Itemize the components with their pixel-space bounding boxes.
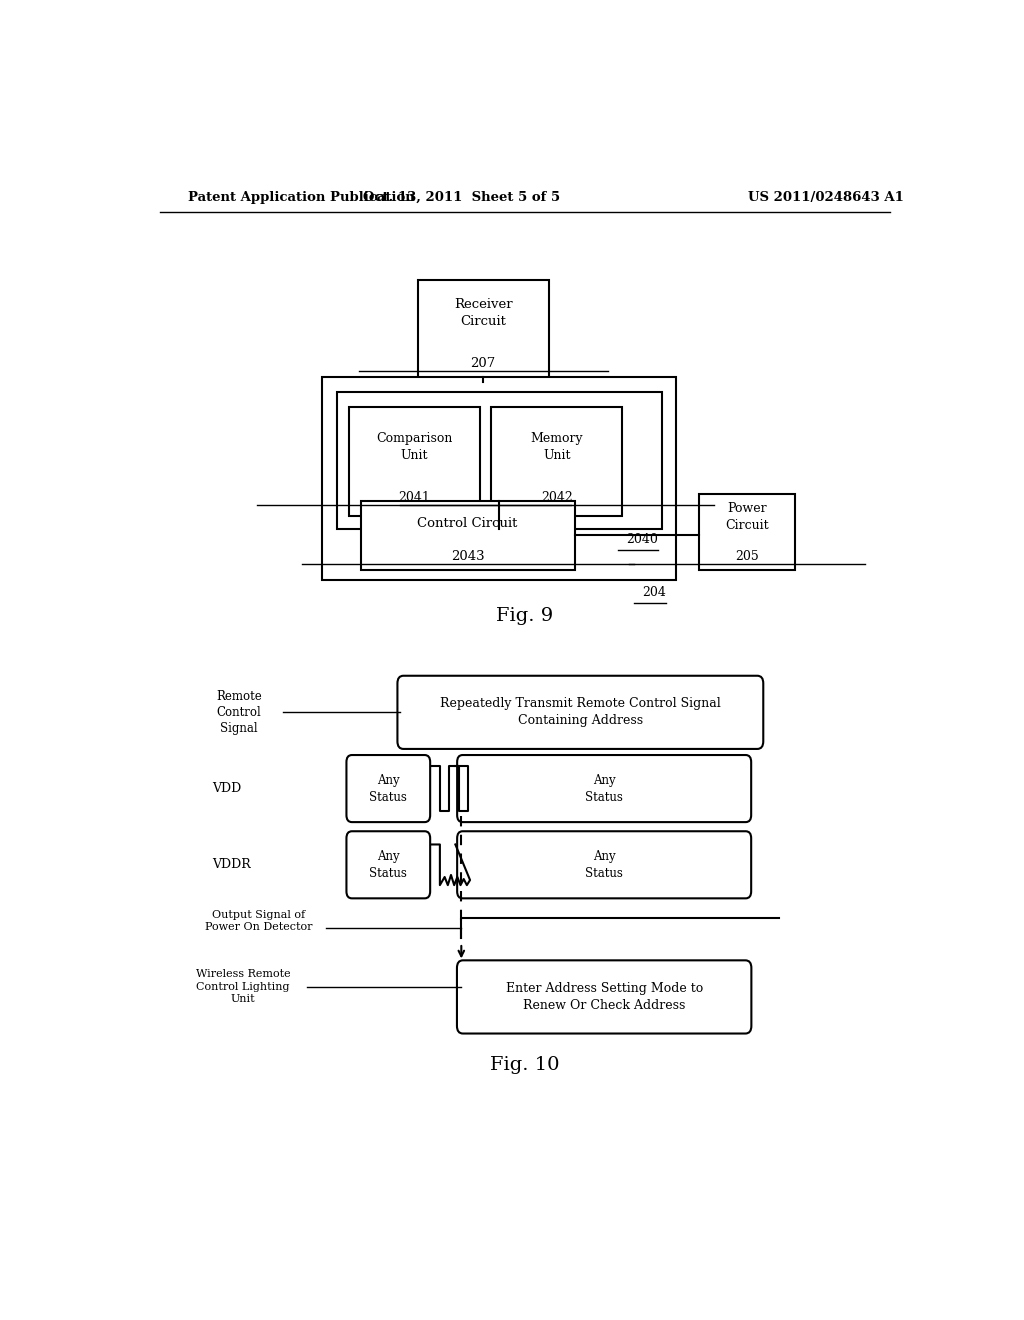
FancyBboxPatch shape: [397, 676, 763, 748]
Text: Patent Application Publication: Patent Application Publication: [187, 190, 415, 203]
Text: VDDR: VDDR: [212, 858, 251, 871]
Text: VDD: VDD: [213, 781, 242, 795]
Text: Any
Status: Any Status: [586, 850, 623, 880]
FancyBboxPatch shape: [418, 280, 549, 381]
Text: Fig. 10: Fig. 10: [490, 1056, 559, 1074]
Text: 2041: 2041: [398, 491, 430, 504]
Text: 2042: 2042: [541, 491, 572, 504]
FancyBboxPatch shape: [346, 832, 430, 899]
Text: Any
Status: Any Status: [370, 774, 408, 804]
FancyBboxPatch shape: [337, 392, 663, 529]
Text: Fig. 9: Fig. 9: [497, 607, 553, 624]
Text: Control Circuit: Control Circuit: [418, 517, 518, 529]
Text: 204: 204: [642, 586, 666, 599]
FancyBboxPatch shape: [457, 832, 752, 899]
Text: US 2011/0248643 A1: US 2011/0248643 A1: [749, 190, 904, 203]
Text: 2043: 2043: [451, 550, 484, 564]
FancyBboxPatch shape: [492, 408, 623, 516]
Text: Remote
Control
Signal: Remote Control Signal: [216, 690, 262, 735]
FancyBboxPatch shape: [346, 755, 430, 822]
Text: Any
Status: Any Status: [370, 850, 408, 880]
Text: 2040: 2040: [627, 533, 658, 546]
FancyBboxPatch shape: [457, 961, 752, 1034]
Text: Comparison
Unit: Comparison Unit: [376, 432, 453, 462]
Text: 205: 205: [735, 550, 759, 564]
FancyBboxPatch shape: [323, 378, 676, 581]
Text: Enter Address Setting Mode to
Renew Or Check Address: Enter Address Setting Mode to Renew Or C…: [506, 982, 702, 1012]
FancyBboxPatch shape: [360, 500, 574, 570]
Text: Any
Status: Any Status: [586, 774, 623, 804]
Text: Receiver
Circuit: Receiver Circuit: [454, 298, 512, 327]
Text: 207: 207: [470, 358, 496, 370]
FancyBboxPatch shape: [348, 408, 479, 516]
Text: Output Signal of
Power On Detector: Output Signal of Power On Detector: [205, 909, 312, 932]
Text: Wireless Remote
Control Lighting
Unit: Wireless Remote Control Lighting Unit: [196, 969, 291, 1005]
Text: Repeatedly Transmit Remote Control Signal
Containing Address: Repeatedly Transmit Remote Control Signa…: [440, 697, 721, 727]
FancyBboxPatch shape: [457, 755, 752, 822]
FancyBboxPatch shape: [699, 494, 795, 570]
Text: Oct. 13, 2011  Sheet 5 of 5: Oct. 13, 2011 Sheet 5 of 5: [362, 190, 560, 203]
Text: Power
Circuit: Power Circuit: [725, 502, 769, 532]
Text: Memory
Unit: Memory Unit: [530, 432, 584, 462]
